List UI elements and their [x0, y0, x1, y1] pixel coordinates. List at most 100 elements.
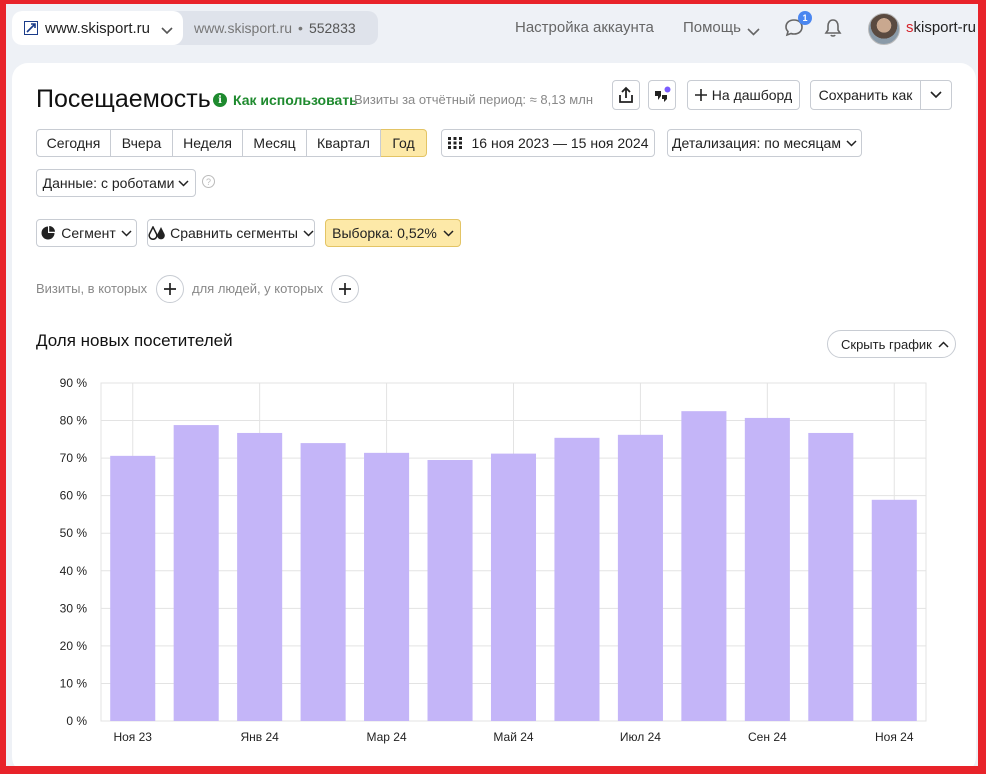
x-tick-label: Сен 24	[748, 730, 787, 744]
add-to-dashboard-label: На дашборд	[711, 87, 793, 103]
bar-Окт-24[interactable]	[808, 432, 854, 721]
how-to-use-label: Как использовать	[233, 92, 358, 108]
period-quarter[interactable]: Квартал	[307, 129, 381, 157]
chart-title: Доля новых посетителей	[36, 331, 233, 350]
segment-label: Сегмент	[61, 225, 116, 241]
plus-icon	[339, 283, 351, 295]
bar-Мар-24[interactable]	[364, 452, 410, 721]
notification-badge: 1	[798, 11, 812, 25]
help-question-icon[interactable]: ?	[202, 175, 215, 188]
detalization-dropdown[interactable]: Детализация: по месяцам	[667, 129, 862, 157]
bar-Май-24[interactable]	[490, 453, 537, 721]
x-tick-label: Янв 24	[240, 730, 279, 744]
hide-chart-label: Скрыть график	[841, 336, 932, 352]
period-selector: Сегодня Вчера Неделя Месяц Квартал Год	[36, 129, 427, 157]
segment-dropdown[interactable]: Сегмент	[36, 219, 137, 247]
bar-Июл-24[interactable]	[617, 434, 663, 721]
chat-icon[interactable]	[784, 18, 806, 40]
date-range-picker[interactable]: 16 ноя 2023 — 15 ноя 2024	[441, 129, 655, 157]
save-as-label: Сохранить как	[818, 87, 913, 103]
how-to-use-link[interactable]: i Как использовать	[213, 92, 358, 108]
y-tick-label: 80 %	[60, 414, 88, 428]
add-people-condition-button[interactable]	[331, 275, 359, 303]
bar-Авг-24[interactable]	[681, 411, 727, 721]
add-visit-condition-button[interactable]	[156, 275, 184, 303]
period-month[interactable]: Месяц	[243, 129, 307, 157]
x-tick-label: Ноя 24	[875, 730, 914, 744]
bar-Июн-24[interactable]	[554, 437, 600, 721]
user-name[interactable]: skisport-ru	[906, 19, 976, 36]
y-tick-label: 70 %	[60, 451, 88, 465]
app-frame: www.skisport.ru www.skisport.ru • 552833 Н…	[6, 4, 978, 766]
chevron-down-icon	[121, 229, 132, 237]
date-range-label: 16 ноя 2023 — 15 ноя 2024	[471, 135, 649, 151]
chevron-down-icon[interactable]	[747, 23, 760, 41]
save-as-button[interactable]: Сохранить как	[810, 80, 921, 110]
y-tick-label: 50 %	[60, 526, 88, 540]
y-tick-label: 90 %	[60, 376, 88, 390]
bar-Ноя-24[interactable]	[871, 499, 917, 721]
data-filter-dropdown[interactable]: Данные: с роботами	[36, 169, 196, 197]
y-tick-label: 30 %	[60, 601, 88, 615]
user-avatar[interactable]	[868, 13, 900, 45]
chevron-down-icon	[303, 229, 314, 237]
report-card: Посещаемость i Как использовать Визиты з…	[12, 63, 976, 766]
compare-segments-dropdown[interactable]: Сравнить сегменты	[147, 219, 315, 247]
site-name: www.skisport.ru	[45, 19, 151, 37]
hide-chart-button[interactable]: Скрыть график	[827, 330, 956, 358]
bar-Дек-23[interactable]	[173, 425, 219, 721]
data-filter-label: Данные: с роботами	[42, 175, 175, 191]
visits-period-text: Визиты за отчётный период: ≈ 8,13 млн	[354, 92, 593, 107]
x-tick-label: Май 24	[493, 730, 534, 744]
compare-segments-icon	[148, 226, 165, 240]
compare-segments-label: Сравнить сегменты	[170, 225, 298, 241]
site-favicon-icon	[24, 21, 38, 35]
bell-icon[interactable]	[824, 18, 842, 43]
account-settings-link[interactable]: Настройка аккаунта	[515, 19, 654, 36]
help-menu[interactable]: Помощь	[683, 19, 741, 36]
y-tick-label: 0 %	[66, 714, 87, 728]
x-tick-label: Мар 24	[366, 730, 406, 744]
assistant-icon	[655, 86, 671, 102]
y-tick-label: 10 %	[60, 676, 88, 690]
bar-Фев-24[interactable]	[300, 443, 346, 721]
pie-chart-icon	[41, 226, 56, 240]
people-condition-label: для людей, у которых	[192, 281, 324, 296]
counter-separator: •	[298, 20, 303, 36]
period-yesterday[interactable]: Вчера	[111, 129, 173, 157]
add-to-dashboard-button[interactable]: На дашборд	[687, 80, 800, 110]
bar-Ноя-23[interactable]	[110, 455, 156, 721]
chevron-up-icon	[938, 340, 949, 348]
chevron-down-icon	[846, 139, 857, 147]
bar-Сен-24[interactable]	[744, 417, 790, 721]
save-as-menu-button[interactable]	[920, 80, 952, 110]
share-icon	[619, 86, 633, 103]
x-tick-label: Ноя 23	[113, 730, 152, 744]
top-bar: www.skisport.ru www.skisport.ru • 552833 Н…	[6, 4, 978, 54]
sample-dropdown[interactable]: Выборка: 0,52%	[325, 219, 461, 247]
bar-Апр-24[interactable]	[427, 459, 473, 721]
period-week[interactable]: Неделя	[173, 129, 243, 157]
chevron-down-icon	[443, 229, 454, 237]
bar-chart: 0 % 10 % 20 % 30 % 40 % 50 % 60 % 70 % 80 % 90 % Н…	[60, 376, 927, 744]
user-name-first-letter: s	[906, 19, 914, 36]
sample-label: Выборка: 0,52%	[332, 225, 437, 241]
ai-assistant-button[interactable]	[648, 80, 676, 110]
info-icon: i	[213, 93, 227, 107]
x-tick-label: Июл 24	[620, 730, 661, 744]
counter-site: www.skisport.ru	[194, 20, 293, 36]
counter-switcher: www.skisport.ru www.skisport.ru • 552833	[12, 11, 378, 45]
page-title: Посещаемость	[36, 85, 211, 113]
y-tick-label: 20 %	[60, 639, 88, 653]
plus-icon	[164, 283, 176, 295]
site-select[interactable]: www.skisport.ru	[12, 11, 183, 45]
calendar-icon	[447, 137, 462, 149]
period-year[interactable]: Год	[381, 129, 427, 157]
chevron-down-icon	[178, 179, 189, 187]
export-button[interactable]	[612, 80, 640, 110]
detalization-label: Детализация: по месяцам	[672, 135, 841, 151]
counter-id: 552833	[308, 20, 356, 36]
counter-info: www.skisport.ru • 552833	[194, 20, 356, 36]
period-today[interactable]: Сегодня	[36, 129, 111, 157]
bar-Янв-24[interactable]	[237, 432, 283, 721]
